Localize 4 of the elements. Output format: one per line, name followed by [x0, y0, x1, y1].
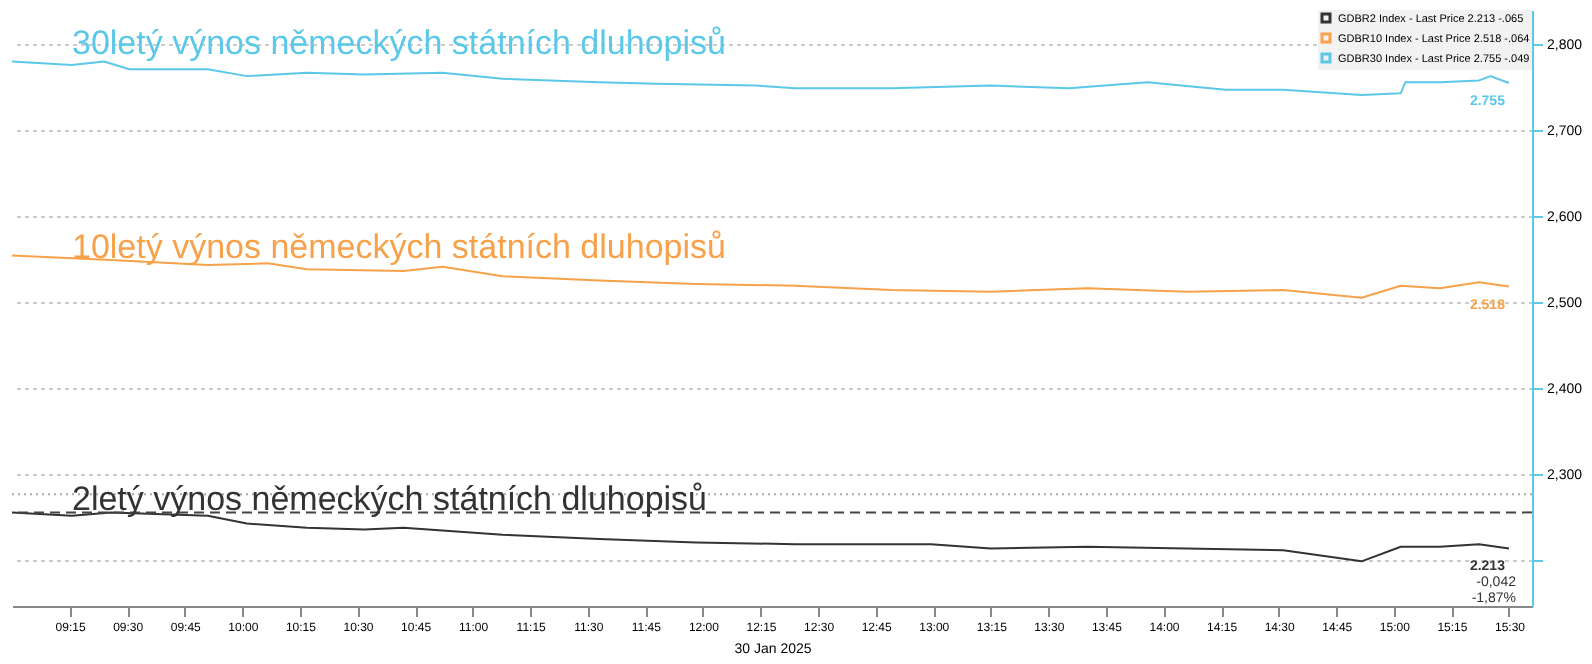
annotation: 2letý výnos německých státních dluhopisů [72, 480, 708, 518]
annotation: 30letý výnos německých státních dluhopisů [72, 24, 726, 62]
annotation: 10letý výnos německých státních dluhopisů [72, 228, 726, 266]
line-series [11, 60, 1510, 97]
